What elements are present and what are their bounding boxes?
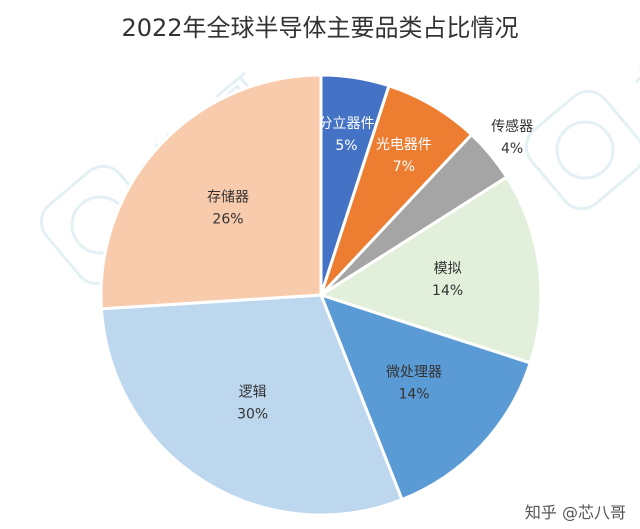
slice-label: 存储器 [207,190,249,206]
slice-value-label: 30% [237,407,268,423]
slice-label: 分立器件 [318,116,374,132]
pie-slice [99,293,404,517]
slice-label: 传感器 [491,118,533,135]
slice-value-label: 14% [432,283,463,299]
pie-external-labels: 传感器 4% [491,118,533,157]
slice-value-label: 5% [335,138,357,154]
slice-value-label: 26% [212,212,243,228]
pie-slice [317,175,543,365]
slice-label: 微处理器 [386,364,442,380]
pie-slice [99,73,323,311]
pie-slices [99,73,543,517]
slice-value-label: 14% [398,386,429,402]
slice-label: 逻辑 [239,385,267,401]
watermark-text: 知乎 @芯八哥 [524,503,626,522]
pie-labels: 分立器件 5% 光电器件 7% 模拟 14% 微处理器 14% 逻辑 30% 存储器 26% [207,116,463,423]
slice-label: 光电器件 [376,137,432,153]
svg-text:芯八哥: 芯八哥 [627,0,640,115]
chart-title: 2022年全球半导体主要品类占比情况 [121,14,519,42]
slice-value-label: 7% [393,159,415,175]
slice-label: 模拟 [434,261,462,277]
pie-slice [318,292,533,502]
slice-value-label: 4% [501,141,523,157]
watermark-stamp: 芯八哥 [524,0,640,211]
